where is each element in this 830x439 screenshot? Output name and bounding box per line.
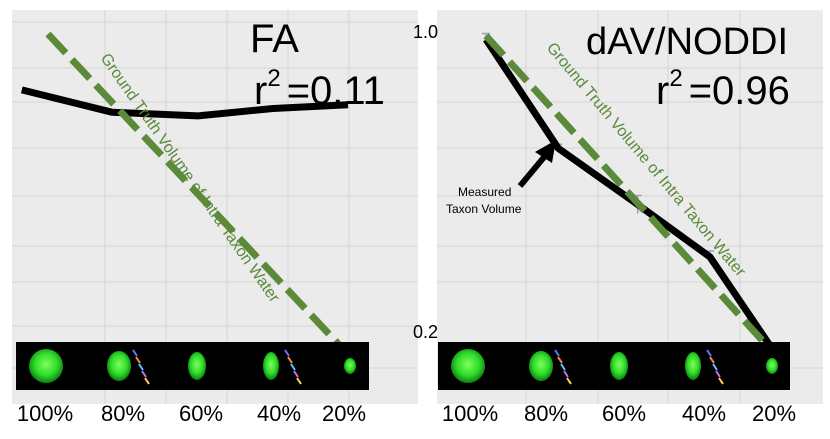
fa-strip-thumbnail [29, 349, 63, 383]
fa-image-strip [16, 342, 369, 390]
dav-r2-letter: r [656, 69, 669, 113]
dav-y-tick-label: 0.2 [413, 322, 438, 342]
fa-title: FA [250, 17, 299, 61]
fa-r2-sup: 2 [267, 65, 280, 92]
fa-x-ticks: 100% 80% 60% 40% 20% [17, 401, 366, 426]
dav-y-tick-label: 1.0 [413, 22, 438, 42]
dav-x-tick-label: 100% [442, 401, 498, 426]
dav-annotation-measured-line2: Taxon Volume [446, 202, 522, 216]
fa-strip-thumbnail [344, 358, 356, 374]
fa-x-tick-label: 100% [17, 401, 73, 426]
dav-x-tick-label: 80% [524, 401, 568, 426]
fa-panel: Ground Truth Volume of Intra Taxon Water… [12, 10, 418, 426]
fa-r2-value: =0.11 [287, 69, 385, 113]
fa-x-tick-label: 60% [179, 401, 223, 426]
dav-r2-sup: 2 [669, 65, 682, 92]
dav-title: dAV/NODDI [586, 21, 788, 63]
dav-strip-thumbnail [766, 358, 778, 374]
dav-annotation-measured-line1: Measured [458, 185, 511, 199]
fa-strip-thumbnail [188, 352, 206, 380]
fa-x-tick-label: 40% [257, 401, 301, 426]
fa-x-tick-label: 80% [101, 401, 145, 426]
dav-image-strip [438, 342, 790, 390]
dav-x-tick-label: 40% [682, 401, 726, 426]
dav-x-tick-label: 20% [752, 401, 796, 426]
fa-x-tick-label: 20% [322, 401, 366, 426]
fa-r2-letter: r [254, 69, 267, 113]
dav-x-tick-label: 60% [602, 401, 646, 426]
dav-r2-value: =0.96 [689, 69, 790, 113]
dav-strip-thumbnail [610, 352, 628, 380]
dav-panel: Ground Truth Volume of Intra Taxon Water… [413, 10, 823, 426]
dav-x-ticks: 100% 80% 60% 40% 20% [442, 401, 796, 426]
dav-strip-thumbnail [451, 349, 485, 383]
